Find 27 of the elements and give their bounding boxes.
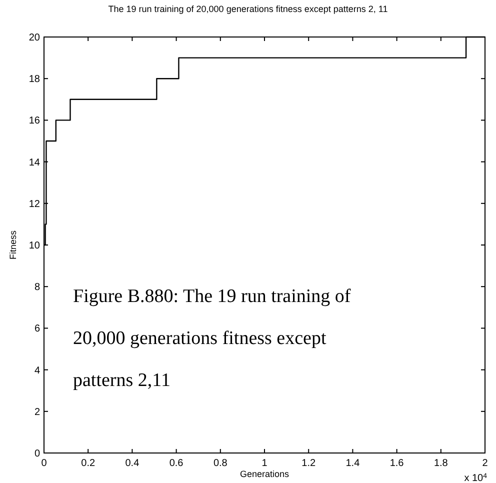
x-axis-title: Generations: [240, 469, 290, 479]
x-tick-label: 0.2: [81, 458, 96, 469]
y-axis-title: Fitness: [8, 230, 18, 260]
y-tick-label: 0: [34, 448, 40, 460]
x-tick-label: 1.6: [390, 458, 404, 469]
y-tick-label: 6: [34, 324, 40, 335]
y-tick-label: 14: [28, 157, 40, 168]
y-tick-label: 16: [28, 116, 40, 127]
y-tick-label: 20: [28, 32, 40, 44]
text: x 10$^{4}$: [464, 472, 488, 483]
chart-title: The 19 run training of 20,000 generations fitness except patterns 2, 11: [108, 4, 388, 14]
x-tick-label: 1: [262, 458, 268, 469]
y-tick-label: 2: [34, 406, 40, 418]
y-tick-label: 4: [34, 365, 40, 376]
x-tick-label: 0.8: [213, 458, 228, 469]
y-tick-label: 12: [28, 198, 40, 210]
x-tick-label: 1.2: [302, 458, 316, 469]
y-tick-label: 18: [28, 74, 40, 86]
x-tick-label: 2: [482, 458, 488, 469]
x-tick-label: 1.8: [434, 458, 448, 469]
x-tick-label: 1.4: [346, 458, 360, 469]
x-tick-label: 0.4: [125, 458, 140, 469]
y-tick-label: 8: [34, 282, 40, 294]
y-tick-label: 10: [28, 240, 40, 252]
x-tick-label: 0.6: [169, 458, 184, 469]
annotation: Figure B.880: The 19 run training of 20,000 generations fitness except patterns 2,11: [73, 286, 352, 391]
x-tick-label: 0: [41, 458, 48, 469]
